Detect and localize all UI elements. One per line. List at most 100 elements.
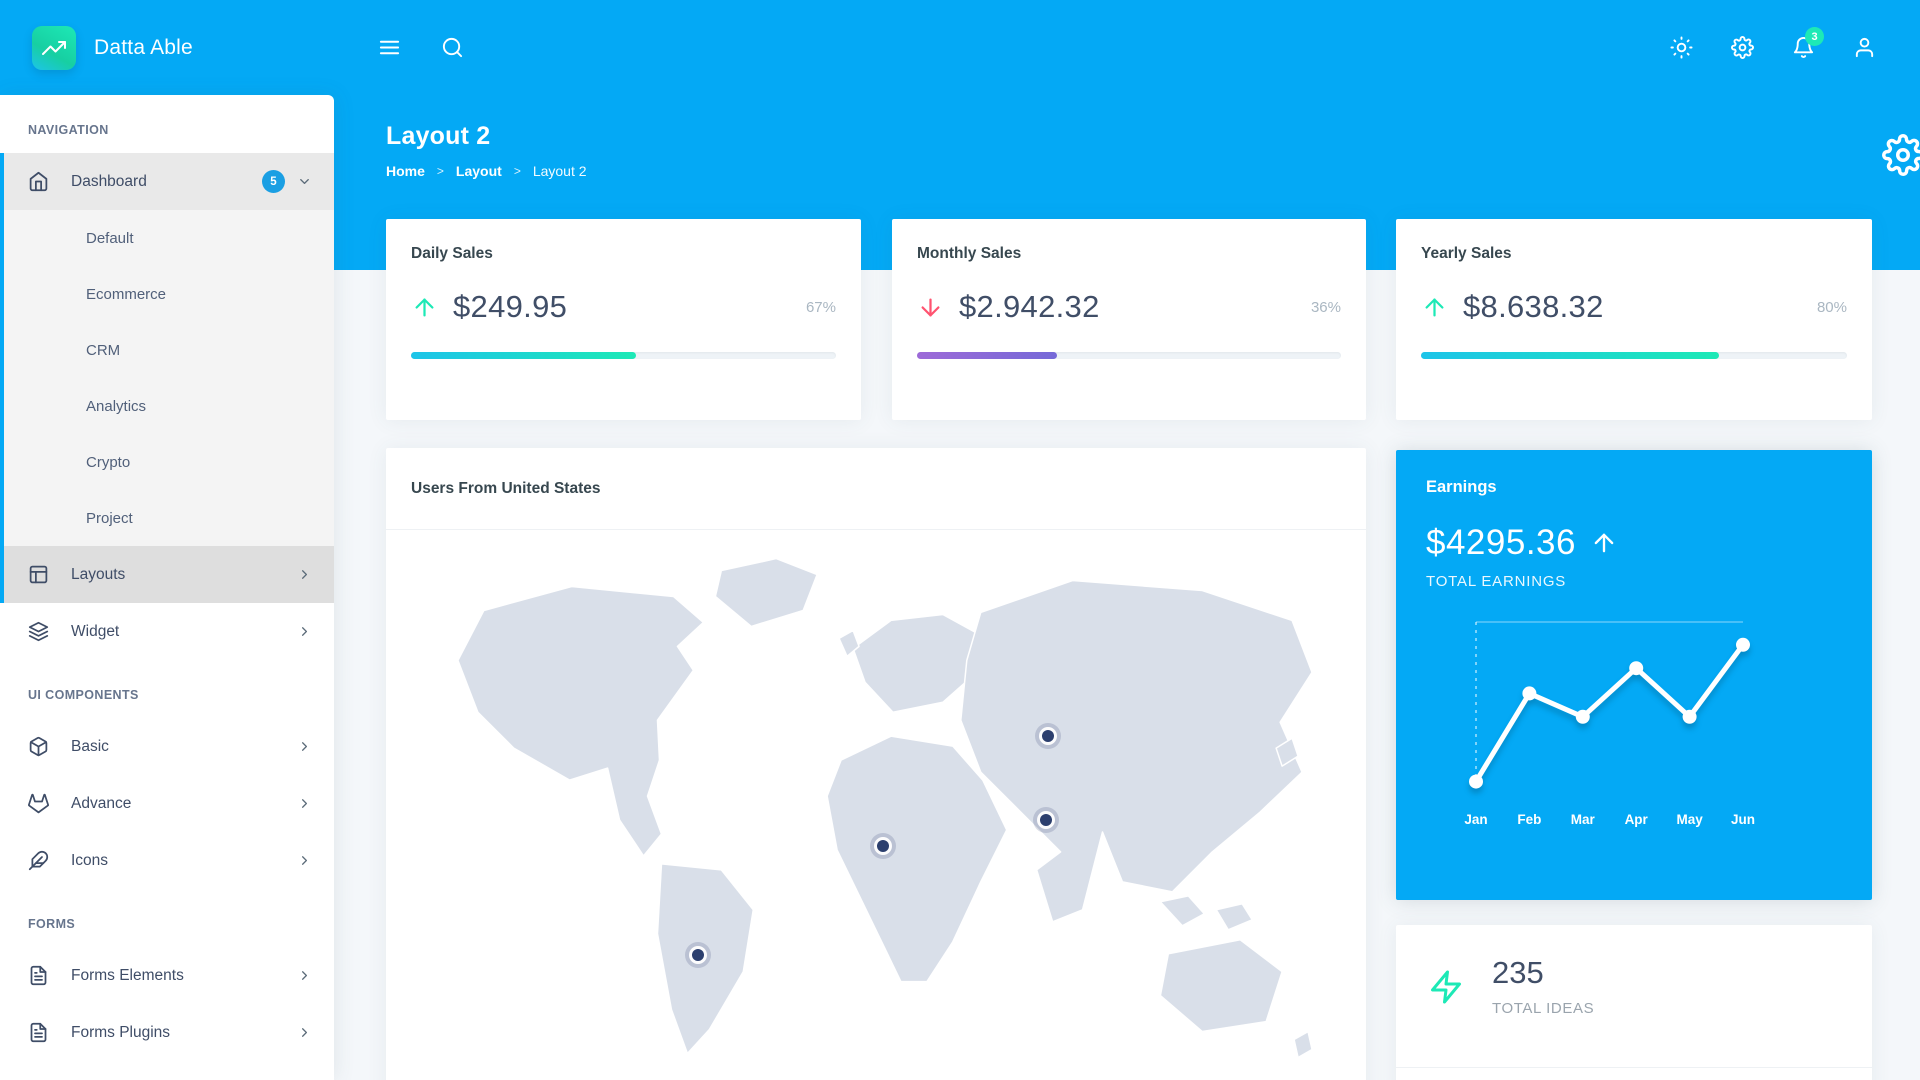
dashboard-submenu: Default Ecommerce CRM Analytics Crypto P… [0, 210, 334, 546]
progress-bar [917, 352, 1341, 359]
home-icon [28, 171, 49, 192]
breadcrumb-separator: > [513, 164, 521, 178]
sidebar-item-advance[interactable]: Advance [0, 775, 334, 832]
earnings-value: $4295.36 [1426, 523, 1576, 562]
map-marker-brazil [691, 948, 704, 961]
sidebar-item-widget[interactable]: Widget [0, 603, 334, 660]
yearly-sales-card: Yearly Sales $8.638.32 80% [1396, 219, 1872, 420]
card-percent: 36% [1310, 298, 1341, 316]
user-icon [1855, 37, 1874, 58]
earnings-line-chart: Jan Feb Mar Apr May Jun [1464, 621, 1755, 827]
map-marker-china [1039, 814, 1052, 827]
hamburger-menu-button[interactable] [378, 36, 401, 59]
chevron-right-icon [297, 853, 312, 868]
file-text-icon [28, 1022, 49, 1043]
map-marker-egypt [876, 840, 889, 853]
sidebar-item-layouts[interactable]: Layouts [0, 546, 334, 603]
sidebar-subitem-default[interactable]: Default [86, 229, 134, 247]
earnings-card: Earnings $4295.36 TOTAL EARNINGS Jan Feb M… [1396, 450, 1872, 900]
sidebar-item-label: Forms Elements [71, 966, 184, 984]
brand-logo [32, 25, 76, 70]
sidebar-subitem-crypto[interactable]: Crypto [86, 453, 131, 471]
page-head: Layout 2 Home > Layout > Layout 2 [386, 122, 587, 179]
zap-icon [1428, 969, 1464, 1005]
gear-icon [1731, 36, 1754, 59]
box-icon [28, 736, 49, 757]
chevron-right-icon [297, 796, 312, 811]
progress-fill [1421, 352, 1720, 359]
bell-icon [1793, 36, 1814, 59]
sidebar-item-dashboard[interactable]: Dashboard 5 [0, 153, 334, 210]
brand[interactable]: Datta Able [0, 25, 334, 70]
chart-point-feb [1522, 686, 1537, 701]
daily-sales-card: Daily Sales $249.95 67% [386, 219, 861, 420]
sidebar-item-icons[interactable]: Icons [0, 832, 334, 889]
config-panel-button[interactable] [1882, 134, 1920, 179]
sun-icon [1670, 36, 1693, 59]
chevron-down-icon [297, 174, 312, 189]
progress-bar [411, 352, 836, 359]
notifications-button[interactable]: 3 [1792, 27, 1824, 59]
profile-button[interactable] [1853, 36, 1876, 59]
sidebar-item-label: Advance [71, 794, 132, 812]
sidebar-item-label: Layouts [71, 565, 126, 583]
sidebar-caption-ui-components: UI COMPONENTS [28, 688, 139, 702]
dashboard-badge: 5 [262, 170, 285, 193]
monthly-sales-card: Monthly Sales $2.942.32 36% [892, 219, 1366, 420]
card-divider [1396, 1067, 1872, 1068]
sidebar-subitem-ecommerce[interactable]: Ecommerce [86, 285, 167, 303]
arrow-up-icon [411, 294, 438, 321]
arrow-up-icon [1590, 529, 1618, 557]
breadcrumb-home[interactable]: Home [386, 163, 425, 179]
chart-line [1473, 642, 1746, 785]
sidebar-item-basic[interactable]: Basic [0, 718, 334, 775]
chart-label-jun: Jun [1731, 812, 1755, 827]
sidebar-subitem-crm[interactable]: CRM [86, 341, 121, 359]
breadcrumb-separator: > [436, 164, 444, 178]
sidebar-item-label: Widget [71, 622, 120, 640]
brightness-button[interactable] [1670, 36, 1693, 59]
card-title: Monthly Sales [917, 245, 1022, 262]
chevron-right-icon [297, 739, 312, 754]
card-title: Daily Sales [411, 245, 493, 262]
breadcrumb-current: Layout 2 [532, 163, 587, 179]
sidebar-item-forms-elements[interactable]: Forms Elements [0, 947, 334, 1004]
world-map [386, 530, 1366, 1080]
chart-label-jan: Jan [1464, 812, 1487, 827]
config-gear-icon [1882, 134, 1920, 176]
breadcrumb: Home > Layout > Layout 2 [386, 163, 587, 179]
settings-button[interactable] [1731, 36, 1754, 59]
total-ideas-card: 235 TOTAL IDEAS [1396, 925, 1872, 1080]
brand-title: Datta Able [94, 35, 193, 59]
card-title: Yearly Sales [1421, 245, 1512, 262]
sidebar-subitem-project[interactable]: Project [86, 509, 133, 527]
card-value: $8.638.32 [1463, 289, 1604, 324]
earnings-title: Earnings [1426, 478, 1497, 496]
search-button[interactable] [441, 36, 464, 59]
chevron-right-icon [297, 624, 312, 639]
chart-label-feb: Feb [1517, 812, 1541, 827]
chart-point-jan [1469, 774, 1483, 789]
ideas-value: 235 [1492, 955, 1544, 990]
chart-point-jun [1736, 637, 1750, 652]
progress-bar [1421, 352, 1847, 359]
world-map-graphic [457, 557, 1313, 1059]
sidebar-item-label: Icons [71, 851, 109, 869]
file-text-icon [28, 965, 49, 986]
layout-icon [28, 564, 49, 585]
sidebar-subitem-analytics[interactable]: Analytics [86, 397, 147, 415]
sidebar: NAVIGATION Dashboard 5 Default Ecommerce… [0, 95, 334, 1080]
map-card-title: Users From United States [411, 479, 601, 497]
sidebar-item-label: Basic [71, 737, 109, 755]
breadcrumb-layout[interactable]: Layout [455, 163, 502, 179]
gitlab-icon [28, 793, 49, 814]
chart-point-may [1682, 709, 1697, 724]
layers-icon [28, 621, 49, 642]
users-map-card: Users From United States [386, 448, 1366, 1080]
chevron-right-icon [297, 567, 312, 582]
card-percent: 80% [1816, 298, 1847, 316]
chart-point-apr [1629, 661, 1644, 676]
page-title: Layout 2 [386, 122, 491, 150]
card-percent: 67% [805, 298, 836, 316]
sidebar-item-forms-plugins[interactable]: Forms Plugins [0, 1004, 334, 1061]
